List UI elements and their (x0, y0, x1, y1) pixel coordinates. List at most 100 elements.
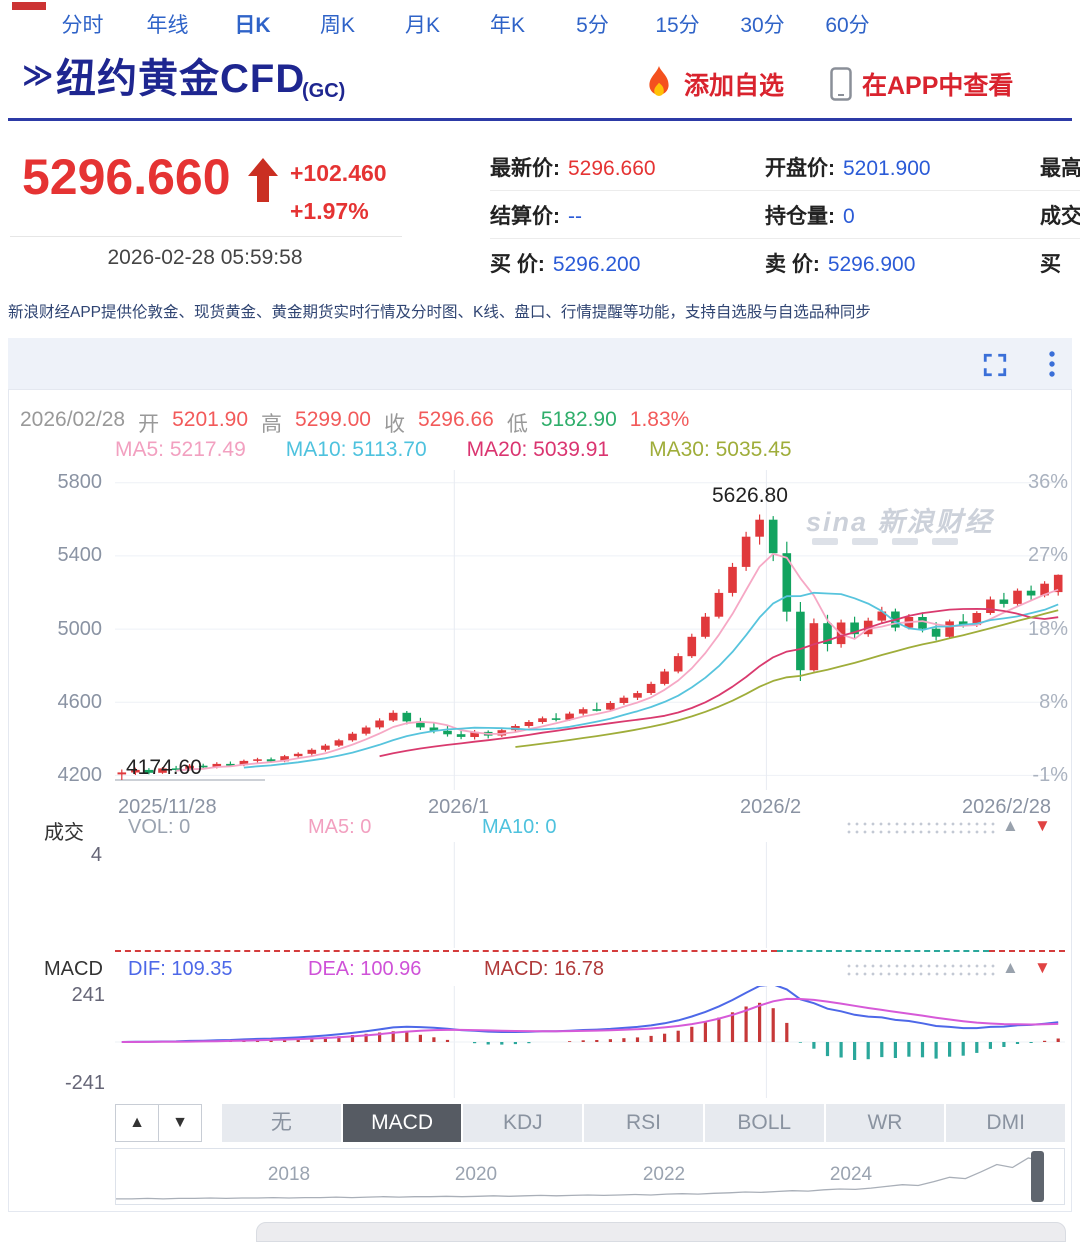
quote-ask: 卖 价: 5296.900 (765, 253, 916, 276)
ma-legend: MA5: 5217.49 MA10: 5113.70 MA20: 5039.91… (115, 438, 792, 462)
y-axis-label: 4200 (57, 764, 103, 786)
last-price: 5296.660 (22, 149, 231, 205)
indicator-macd-button[interactable]: MACD (342, 1104, 462, 1142)
tab-weekly-k[interactable]: 周K (319, 14, 355, 37)
scroll-left-button[interactable]: ▲ (115, 1104, 159, 1142)
sina-watermark: sina 新浪财经 (806, 507, 994, 537)
indicator-kdj-button[interactable]: KDJ (463, 1104, 583, 1142)
indicator-rsi-button[interactable]: RSI (584, 1104, 703, 1142)
fullscreen-icon[interactable] (982, 352, 1008, 378)
macd-hist-value: MACD: 16.78 (484, 958, 605, 980)
quote-open: 开盘价: 5201.900 (765, 157, 931, 180)
volume-expand-icon[interactable]: ▲ (1002, 816, 1019, 835)
tab-60min[interactable]: 60分 (825, 14, 870, 37)
timeline-year: 2022 (642, 1164, 686, 1185)
pct-axis-label: 8% (1039, 691, 1068, 713)
macd-top-dash-teal (777, 950, 989, 952)
y-axis-label: 4600 (57, 691, 103, 713)
quote-latest: 最新价: 5296.660 (490, 157, 656, 180)
volume-ma10: MA10: 0 (482, 816, 557, 838)
flame-icon (649, 66, 669, 96)
indicator-boll-button[interactable]: BOLL (704, 1104, 824, 1142)
macd-dif-value: DIF: 109.35 (128, 958, 233, 980)
volume-value: VOL: 0 (128, 816, 191, 838)
top-nav-fragment (12, 2, 46, 10)
candlestick-chart[interactable] (115, 470, 1065, 790)
macd-expand-icon[interactable]: ▲ (1002, 958, 1019, 977)
quote-high-cut: 最高 (1040, 157, 1080, 180)
ma30-legend: MA30: 5035.45 (649, 438, 792, 461)
symbol-code: (GC) (302, 80, 346, 102)
pct-axis-label: 27% (1027, 544, 1068, 566)
tab-monthly-k[interactable]: 月K (404, 14, 440, 37)
indicator-none-button[interactable]: 无 (222, 1104, 341, 1142)
macd-top-dash-red (115, 950, 777, 952)
bottom-comment-bar-cut[interactable] (256, 1222, 1066, 1242)
add-watchlist-label: 添加自选 (684, 72, 785, 100)
timeline-year: 2020 (454, 1164, 498, 1185)
volume-ma5: MA5: 0 (308, 816, 372, 838)
pct-axis-label: -1% (1032, 764, 1068, 786)
ohlc-close: 5296.66 (417, 408, 494, 431)
add-watchlist-button[interactable]: 添加自选 (644, 64, 784, 104)
x-axis-label: 2025/11/28 (118, 796, 217, 818)
tab-yearly-k[interactable]: 年K (489, 14, 525, 37)
volume-panel-title: 成交 (44, 822, 84, 844)
page-title: 纽约黄金CFD (56, 57, 306, 101)
ma10-legend: MA10: 5113.70 (285, 438, 427, 461)
macd-axis-bottom: -241 (64, 1072, 105, 1094)
x-axis-label: 2026/1 (428, 796, 490, 818)
y-axis-label: 5400 (57, 544, 103, 566)
volume-collapse-icon[interactable]: ▼ (1034, 816, 1051, 835)
tab-daily-k[interactable]: 日K (210, 0, 295, 52)
macd-panel-drag-dots[interactable] (845, 962, 995, 977)
divider (490, 238, 1080, 239)
macd-top-dash-red (989, 950, 1065, 952)
tab-5min[interactable]: 5分 (576, 14, 609, 37)
volume-panel-drag-dots[interactable] (845, 820, 995, 835)
ma5-legend: MA5: 5217.49 (115, 438, 246, 461)
high-price-annotation: 5626.80 (712, 484, 788, 507)
pct-axis-label: 18% (1027, 618, 1068, 640)
scroll-right-button[interactable]: ▼ (158, 1104, 202, 1142)
app-notice-text: 新浪财经APP提供伦敦金、现货黄金、黄金期货实时行情及分时图、K线、盘口、行情提… (8, 304, 871, 321)
timeline-year: 2024 (829, 1164, 873, 1185)
ohlc-high: 5299.00 (295, 408, 371, 431)
price-change-pct: +1.97% (290, 198, 369, 224)
indicator-button-row: 无 MACD KDJ RSI BOLL WR DMI (222, 1104, 1066, 1142)
ma20-legend: MA20: 5039.91 (466, 438, 610, 461)
ohlc-pct: 1.83% (629, 408, 690, 431)
up-arrow-icon (248, 158, 278, 202)
more-options-icon[interactable] (1048, 350, 1056, 378)
ohlc-low: 5182.90 (540, 408, 617, 431)
quote-bid: 买 价: 5296.200 (490, 253, 641, 276)
watermark-subtext (812, 538, 958, 545)
macd-dea-value: DEA: 100.96 (308, 958, 422, 980)
tab-yearline[interactable]: 年线 (146, 14, 189, 37)
tab-minute[interactable]: 分时 (61, 14, 104, 37)
tab-30min[interactable]: 30分 (740, 14, 785, 37)
indicator-wr-button[interactable]: WR (825, 1104, 945, 1142)
ohlc-date: 2026/02/28 (20, 408, 126, 431)
quote-timestamp: 2026-02-28 05:59:58 (107, 246, 303, 269)
tab-15min[interactable]: 15分 (655, 14, 700, 37)
macd-collapse-icon[interactable]: ▼ (1034, 958, 1051, 977)
macd-chart[interactable] (115, 986, 1065, 1098)
ohlc-open: 5201.90 (172, 408, 249, 431)
low-price-annotation: 4174.60 (126, 756, 202, 779)
header-divider (8, 118, 1072, 121)
quote-open-interest: 持仓量: 0 (765, 205, 855, 228)
x-axis-label: 2026/2/28 (962, 796, 1051, 818)
quote-buy-cut: 买 (1040, 253, 1061, 276)
timeline-sparkline (116, 1157, 1045, 1200)
divider (490, 190, 1080, 191)
indicator-dmi-button[interactable]: DMI (946, 1104, 1066, 1142)
history-range-selector[interactable]: 2018 2020 2022 2024 (115, 1148, 1065, 1205)
price-change: +102.460 (290, 160, 387, 186)
view-in-app-button[interactable]: 在APP中查看 (830, 64, 1013, 104)
y-axis-label: 5800 (57, 471, 103, 493)
volume-chart[interactable] (115, 842, 1065, 948)
timeline-scroll-handle[interactable] (1031, 1151, 1044, 1202)
